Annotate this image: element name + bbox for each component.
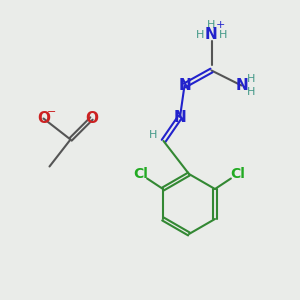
- Text: H: H: [149, 130, 157, 140]
- Text: N: N: [174, 110, 186, 124]
- Text: N: N: [235, 78, 248, 93]
- Text: O: O: [85, 111, 98, 126]
- Text: N: N: [178, 78, 191, 93]
- Text: Cl: Cl: [230, 167, 245, 181]
- Text: H: H: [207, 20, 216, 30]
- Text: H: H: [219, 29, 227, 40]
- Text: Cl: Cl: [133, 167, 148, 181]
- Text: O: O: [37, 111, 50, 126]
- Text: −: −: [47, 107, 57, 117]
- Text: H: H: [247, 87, 255, 97]
- Text: H: H: [196, 29, 204, 40]
- Text: H: H: [247, 74, 255, 84]
- Text: +: +: [216, 20, 225, 31]
- Text: N: N: [205, 27, 218, 42]
